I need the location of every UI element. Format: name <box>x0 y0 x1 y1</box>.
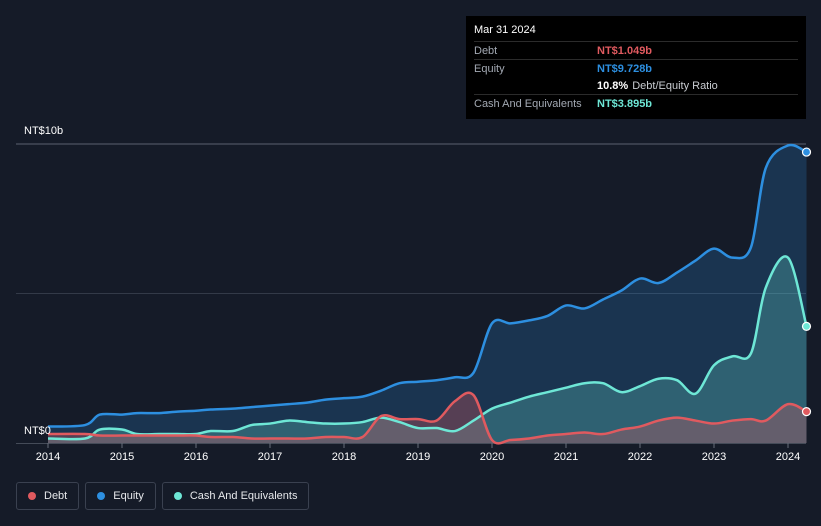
y-axis-min-label: NT$0 <box>24 425 51 437</box>
tooltip-row-debt: Debt NT$1.049b <box>474 41 798 59</box>
legend-item-debt[interactable]: Debt <box>16 482 80 510</box>
debt-endpoint <box>801 407 812 417</box>
series-endpoints <box>801 147 812 417</box>
series-areas <box>48 144 807 444</box>
x-tick-label: 2023 <box>702 451 726 463</box>
x-tick-label: 2021 <box>554 451 578 463</box>
cash-and-equivalents-area <box>48 256 807 443</box>
tooltip-equity-label: Equity <box>474 62 505 75</box>
x-axis-ticks: 2014 2015 2016 2017 2018 2019 2020 2021 2022 2023… <box>36 443 800 463</box>
x-tick-label: 2015 <box>110 451 134 463</box>
equity-area <box>48 144 807 444</box>
tooltip-cash-value: NT$3.895b <box>597 97 653 110</box>
x-tick-label: 2017 <box>258 451 282 463</box>
x-tick-label: 2022 <box>628 451 652 463</box>
y-axis-max-label: NT$10b <box>24 125 64 137</box>
tooltip-ratio-value: 10.8% <box>597 79 629 92</box>
x-tick-label: 2020 <box>480 451 504 463</box>
legend-cash-label: Cash And Equivalents <box>189 490 298 502</box>
equity-dot-icon <box>97 492 106 500</box>
chart-legend: Debt Equity Cash And Equivalents <box>16 482 310 510</box>
x-tick-label: 2024 <box>776 451 800 463</box>
tooltip-cash-label: Cash And Equivalents <box>474 97 582 110</box>
x-tick-label: 2014 <box>36 451 60 463</box>
tooltip-debt-label: Debt <box>474 44 498 57</box>
x-tick-label: 2018 <box>332 451 356 463</box>
equity-line <box>47 143 808 428</box>
legend-item-cash[interactable]: Cash And Equivalents <box>161 482 310 510</box>
tooltip-debt-value: NT$1.049b <box>597 44 653 57</box>
data-tooltip: Mar 31 2024 Debt NT$1.049b Equity NT$9.7… <box>466 16 806 119</box>
tooltip-ratio-label: Debt/Equity Ratio <box>632 79 718 92</box>
tooltip-row-equity: Equity NT$9.728b <box>474 59 798 77</box>
tooltip-row-ratio: 10.8% Debt/Equity Ratio <box>474 77 798 94</box>
grid-lines <box>16 143 806 444</box>
debt-dot-icon <box>28 492 36 500</box>
legend-equity-label: Equity <box>113 490 144 502</box>
cash-dot-icon <box>173 492 182 500</box>
series-lines <box>47 143 808 445</box>
legend-debt-label: Debt <box>44 490 68 502</box>
tooltip-equity-value: NT$9.728b <box>597 62 653 75</box>
x-tick-label: 2019 <box>406 451 430 463</box>
cash-and-equivalents-endpoint <box>801 321 812 331</box>
tooltip-date: Mar 31 2024 <box>474 24 536 36</box>
debt-line <box>47 391 808 445</box>
equity-endpoint <box>801 147 812 157</box>
x-tick-label: 2016 <box>184 451 208 463</box>
legend-item-equity[interactable]: Equity <box>85 482 156 510</box>
tooltip-row-cash: Cash And Equivalents NT$3.895b <box>474 94 798 112</box>
